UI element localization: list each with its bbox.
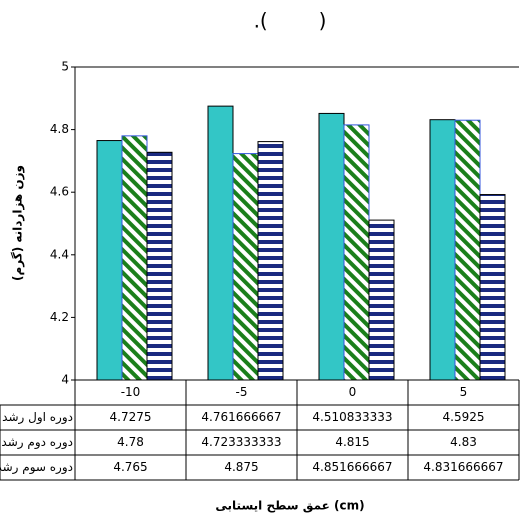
chart-title: .( ) xyxy=(254,9,327,33)
x-tick-label: 0 xyxy=(349,385,357,399)
bar xyxy=(232,153,259,381)
x-tick-label: 5 xyxy=(460,385,468,399)
y-tick-label: 4.2 xyxy=(50,310,69,324)
bar xyxy=(454,119,481,381)
table-value: 4.5925 xyxy=(443,410,485,424)
table-value: 4.83 xyxy=(450,435,477,449)
bar xyxy=(207,105,234,381)
y-tick-label: 4.8 xyxy=(50,122,69,136)
legend-label: دوره دوم رشد xyxy=(1,435,73,450)
y-tick-label: 5 xyxy=(61,60,69,74)
bar xyxy=(368,219,395,381)
bar xyxy=(96,140,123,381)
bar xyxy=(343,124,370,381)
bar xyxy=(257,141,284,381)
table-value: 4.78 xyxy=(117,435,144,449)
x-tick-label: -10 xyxy=(121,385,141,399)
table-value: 4.723333333 xyxy=(201,435,281,449)
y-tick-label: 4.6 xyxy=(50,185,69,199)
y-tick-label: 4.4 xyxy=(50,247,69,261)
legend-label: دوره سوم رشد xyxy=(0,460,73,475)
table-value: 4.510833333 xyxy=(312,410,392,424)
x-axis-title: عمق سطح ایستابی (cm) xyxy=(215,499,364,513)
legend-label: دوره اول رشد xyxy=(2,410,73,425)
table-value: 4.875 xyxy=(224,460,258,474)
table-value: 4.7275 xyxy=(110,410,152,424)
bar xyxy=(479,194,506,381)
y-tick-label: 4 xyxy=(61,373,69,387)
table-value: 4.815 xyxy=(335,435,369,449)
bar xyxy=(146,151,173,381)
bar xyxy=(429,119,456,381)
table-value: 4.761666667 xyxy=(201,410,281,424)
y-axis-title: وزن هزاردانه (گرم) xyxy=(11,165,26,281)
bar xyxy=(121,135,148,381)
x-tick-label: -5 xyxy=(236,385,248,399)
table-value: 4.831666667 xyxy=(423,460,503,474)
bar xyxy=(318,112,345,381)
table-value: 4.851666667 xyxy=(312,460,392,474)
table-value: 4.765 xyxy=(113,460,147,474)
